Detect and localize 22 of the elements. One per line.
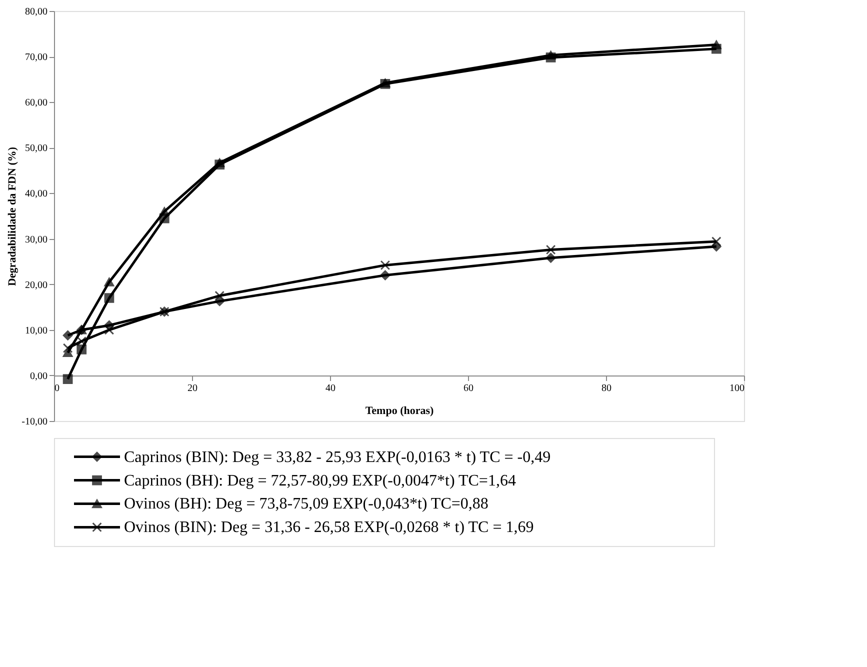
y-tick-label: 70,00: [25, 52, 48, 64]
legend-label: Caprinos (BIN): Deg = 33,82 - 25,93 EXP(-0,0163 * t) TC = -0,49: [124, 448, 551, 466]
x-tick-label: 100: [730, 382, 744, 394]
y-tick-label: 20,00: [25, 280, 48, 291]
y-tick-label: -10,00: [22, 416, 48, 428]
x-tick-label: 20: [188, 382, 198, 394]
x-axis-title: Tempo (horas): [365, 404, 434, 417]
y-tick-label: 80,00: [25, 6, 48, 18]
y-tick-label: 40,00: [25, 188, 48, 200]
legend-label: Ovinos (BH): Deg = 73,8-75,09 EXP(-0,043*t) TC=0,88: [124, 496, 488, 513]
legend-label: Caprinos (BH): Deg = 72,57-80,99 EXP(-0,0047*t) TC=1,64: [124, 472, 516, 490]
y-tick-label: 50,00: [25, 143, 48, 154]
x-tick-label: 80: [602, 382, 612, 394]
y-tick-label: 60,00: [25, 98, 48, 109]
x-tick-label: 40: [326, 382, 336, 394]
y-tick-label: 0,00: [30, 370, 48, 382]
x-tick-label: 60: [464, 382, 474, 394]
x-tick-label: 0: [54, 382, 60, 394]
y-axis-title: Degradabilidade da FDN (%): [6, 146, 19, 286]
y-tick-label: 30,00: [25, 234, 48, 246]
legend-label: Ovinos (BIN): Deg = 31,36 - 26,58 EXP(-0,0268 * t) TC = 1,69: [124, 519, 534, 536]
y-tick-label: 10,00: [25, 325, 48, 336]
